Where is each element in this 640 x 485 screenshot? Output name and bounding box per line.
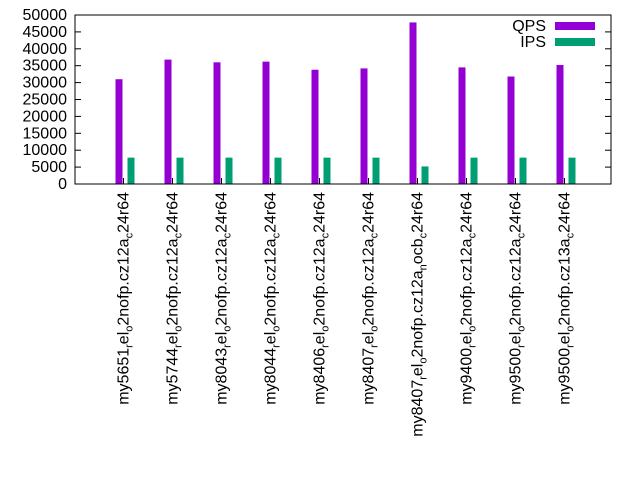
x-tick-label: my9500relo2nofp.cz12ac24r64 [508, 192, 528, 405]
bar-qps [409, 22, 417, 184]
bar-qps [164, 59, 172, 185]
bar-ips [127, 157, 135, 184]
y-tick-labels: 0500010000150002000025000300003500040000… [23, 7, 68, 193]
bar-qps [262, 61, 270, 185]
bar-qps [507, 76, 515, 184]
y-tick-label: 40000 [23, 41, 68, 58]
bar-qps [311, 69, 319, 184]
bar-ips [225, 157, 233, 184]
y-tick-label: 0 [58, 176, 67, 193]
y-tick-label: 15000 [23, 125, 68, 142]
bar-qps [556, 65, 564, 184]
x-tick-label: my5651relo2nofp.cz12ac24r64 [116, 192, 136, 405]
bar-ips [274, 157, 282, 184]
x-tick-label: my8407relo2nofp.cz12anocbc24r64 [410, 192, 430, 437]
legend-label-qps: QPS [512, 18, 546, 35]
y-tick-label: 35000 [23, 58, 68, 75]
bar-ips [519, 157, 527, 184]
x-tick-label: my8043relo2nofp.cz12ac24r64 [214, 192, 234, 405]
x-tick-label: my8406relo2nofp.cz12ac24r64 [312, 192, 332, 405]
y-tick-label: 25000 [23, 92, 68, 109]
x-tick-labels: my5651relo2nofp.cz12ac24r64 my5744relo2no… [116, 192, 577, 437]
legend-label-ips: IPS [520, 34, 546, 51]
x-tick-label: my5744relo2nofp.cz12ac24r64 [165, 192, 185, 405]
y-tick-label: 30000 [23, 75, 68, 92]
y-tick-label: 50000 [23, 7, 68, 24]
bar-ips [421, 166, 429, 184]
bar-ips [372, 157, 380, 184]
bars [115, 22, 576, 185]
bar-ips [323, 157, 331, 184]
y-tick-label: 5000 [31, 159, 67, 176]
legend-swatch-ips [555, 38, 595, 46]
x-tick-label: my8044relo2nofp.cz12ac24r64 [263, 192, 283, 405]
y-tick-label: 45000 [23, 24, 68, 41]
x-tick-label: my9400relo2nofp.cz12ac24r64 [459, 192, 479, 405]
bar-qps [213, 62, 221, 184]
plot-frame [74, 14, 612, 185]
x-tick-label: my8407relo2nofp.cz12ac24r64 [361, 192, 381, 405]
axis-ticks [75, 14, 611, 185]
bar-ips [176, 157, 184, 184]
y-tick-label: 10000 [23, 142, 68, 159]
bar-ips [470, 157, 478, 184]
bar-qps [115, 79, 123, 184]
x-tick-label: my9500relo2nofp.cz13ac24r64 [557, 192, 577, 405]
y-tick-label: 20000 [23, 108, 68, 125]
bar-qps [360, 68, 368, 184]
legend-swatch-qps [555, 22, 595, 30]
bar-qps [458, 67, 466, 184]
bar-ips [568, 157, 576, 184]
